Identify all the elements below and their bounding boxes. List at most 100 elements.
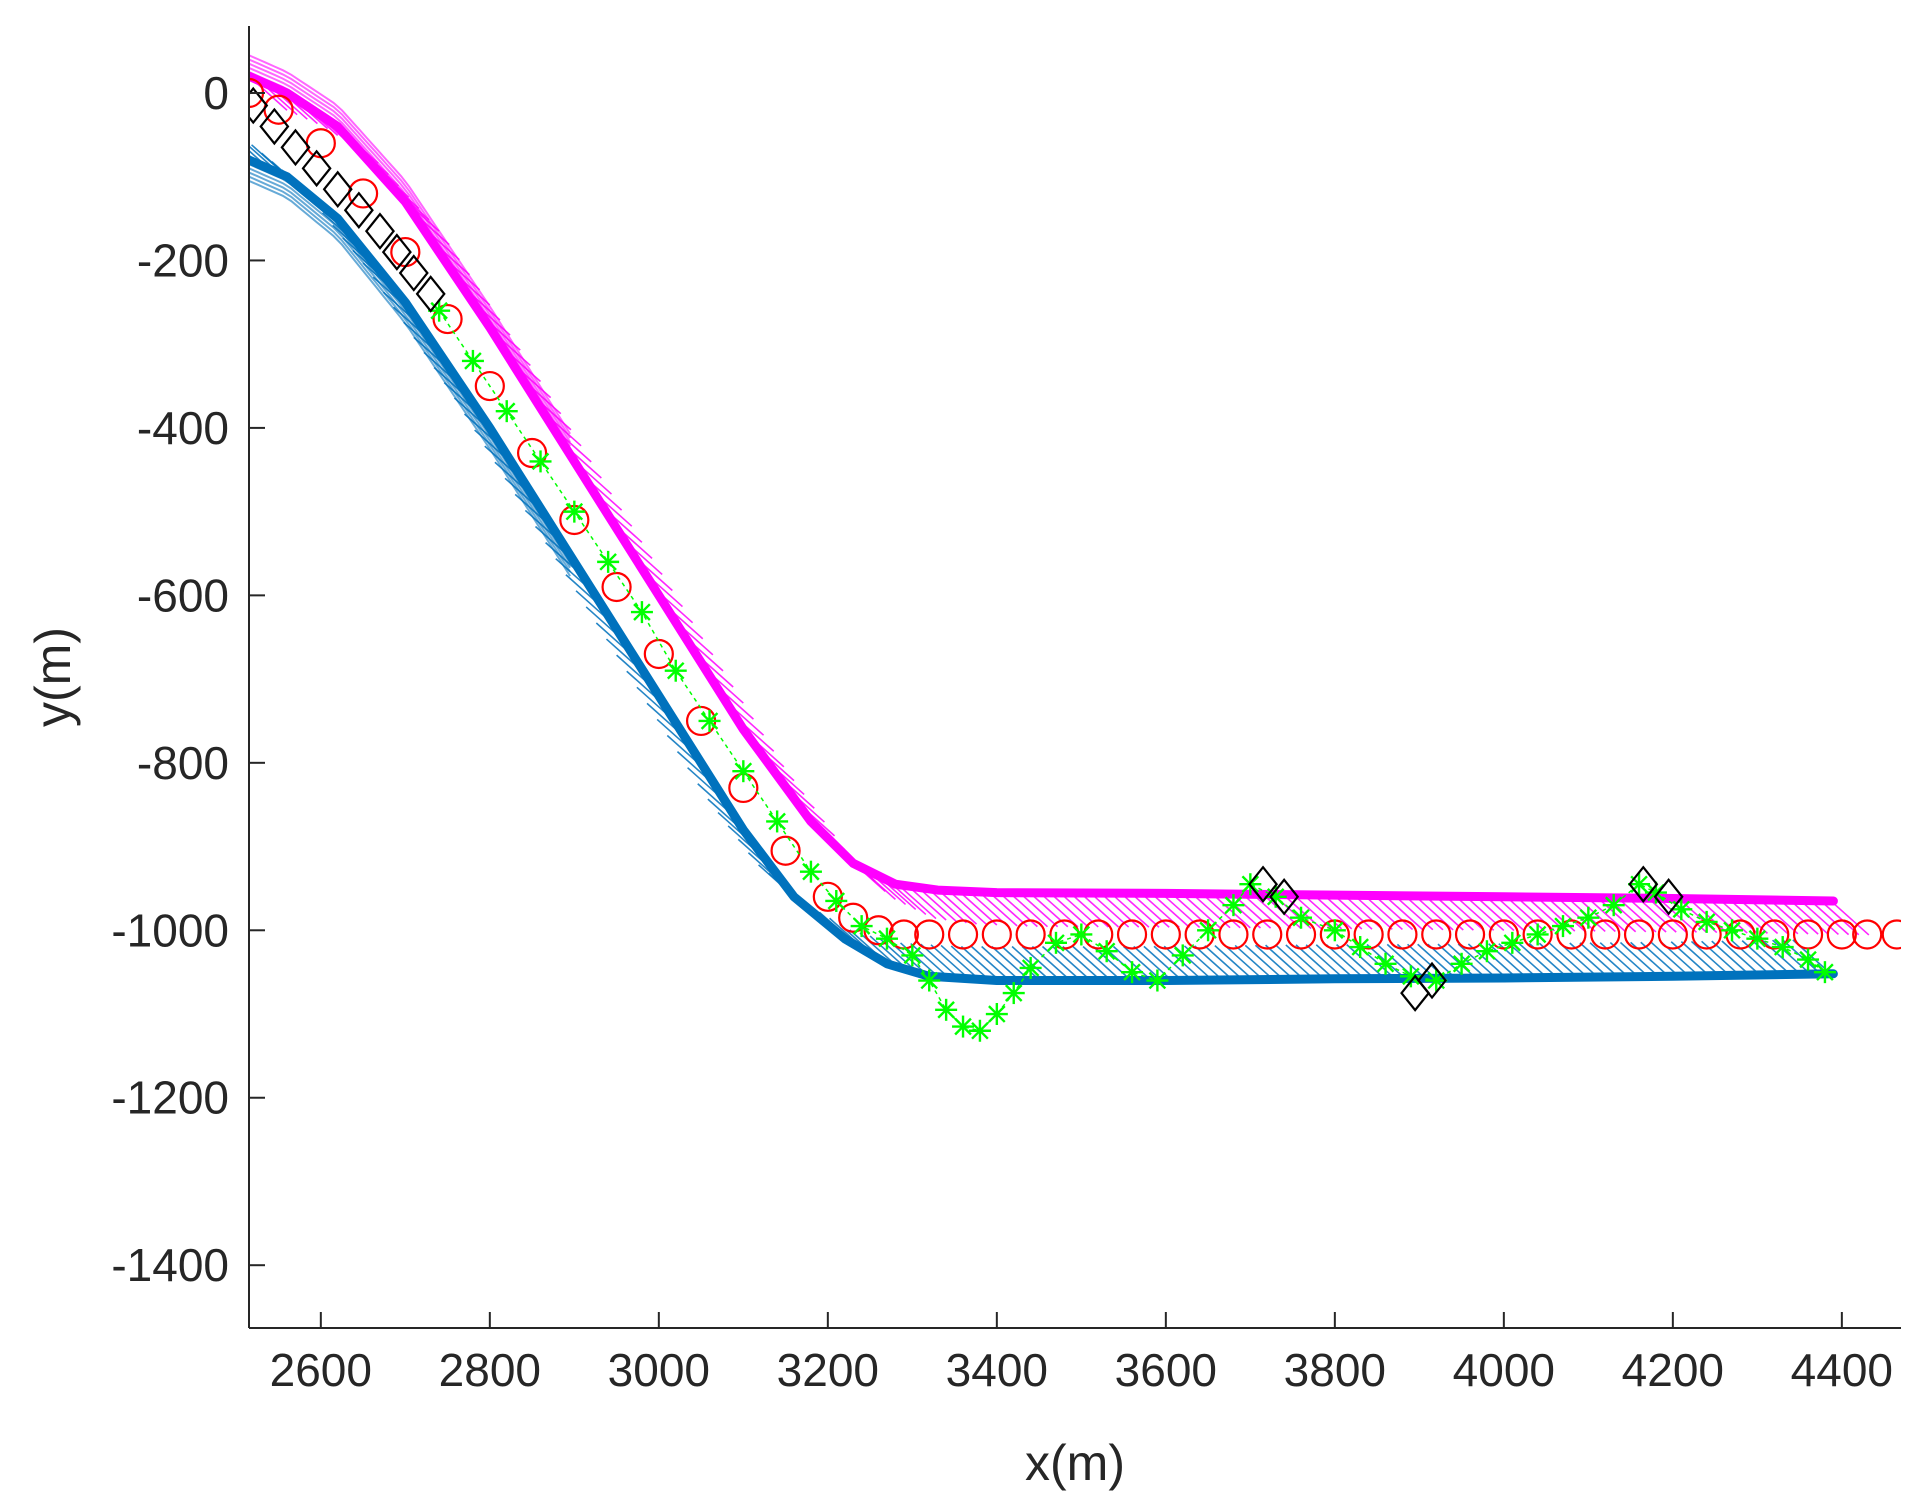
- hatch-stroke: [1721, 940, 1761, 976]
- star-stroke: [1503, 934, 1522, 952]
- hatch-stroke: [1224, 944, 1264, 981]
- star-stroke: [1021, 959, 1040, 977]
- diamond-marker: [1248, 865, 1279, 903]
- diamond-marker: [381, 233, 412, 271]
- star-stroke: [1224, 896, 1243, 914]
- star-stroke: [1697, 913, 1716, 931]
- star-marker: [1222, 894, 1245, 917]
- hatch-stroke: [1275, 944, 1315, 980]
- hatch-stroke: [1143, 945, 1183, 981]
- circle-marker: [1150, 919, 1181, 950]
- hatch-stroke: [1810, 900, 1850, 936]
- star-marker: [698, 709, 721, 732]
- hatch-stroke: [1657, 897, 1698, 933]
- hatch-stroke: [1437, 943, 1477, 979]
- star-marker: [1146, 969, 1169, 992]
- hatch-stroke: [1647, 897, 1687, 933]
- hatch-stroke: [1475, 895, 1515, 932]
- hatch-stroke: [1718, 898, 1758, 934]
- star-marker: [1399, 965, 1422, 988]
- star-marker: [1171, 944, 1194, 967]
- star-marker: [766, 810, 789, 833]
- circle-marker: [770, 835, 801, 866]
- hatch-stroke: [937, 889, 978, 925]
- star-stroke: [1123, 963, 1141, 981]
- star-stroke: [988, 1005, 1006, 1023]
- star-marker: [732, 760, 755, 783]
- diamond-marker: [301, 149, 332, 188]
- hatch-stroke: [1133, 945, 1173, 982]
- hatch-stroke: [1627, 897, 1667, 933]
- star-marker: [1720, 919, 1743, 942]
- star-stroke: [1773, 938, 1792, 956]
- hatch-stroke: [1214, 945, 1254, 981]
- hatch-stroke: [1244, 944, 1284, 980]
- star-stroke: [878, 929, 896, 948]
- star-stroke: [1402, 967, 1420, 986]
- hatch-stroke: [1191, 893, 1231, 929]
- hatch-stroke: [1150, 892, 1191, 928]
- hatch-stroke: [1019, 892, 1059, 928]
- hatch-stroke: [988, 891, 1028, 927]
- hatch-stroke: [1204, 945, 1244, 981]
- star-stroke: [852, 917, 871, 935]
- star-stroke: [1292, 908, 1310, 927]
- star-marker: [461, 349, 484, 372]
- hatch-stroke: [1120, 892, 1160, 928]
- hatch-stroke: [1761, 939, 1801, 975]
- hatch-stroke: [1374, 894, 1414, 931]
- diamond-marker: [1269, 878, 1300, 916]
- star-marker: [630, 601, 653, 624]
- series-4: [249, 86, 1684, 1012]
- y-ticks: 0 -200 -400 -600 -800 -1000 -1200 -1400: [111, 67, 265, 1291]
- hatch-stroke: [1701, 940, 1741, 976]
- star-stroke: [1528, 925, 1547, 944]
- star-stroke: [768, 812, 786, 831]
- hatch-stroke: [1211, 893, 1251, 929]
- star-marker: [935, 998, 958, 1021]
- hatch-stroke: [927, 888, 967, 924]
- star-stroke: [1376, 955, 1395, 973]
- star-marker: [1450, 952, 1473, 975]
- star-marker: [1551, 915, 1574, 938]
- hatch-stroke: [920, 943, 960, 979]
- star-marker: [1374, 952, 1397, 975]
- hatch-stroke: [1749, 899, 1789, 935]
- star-stroke: [633, 603, 651, 621]
- star-stroke: [734, 762, 753, 780]
- fan-curve: [249, 66, 571, 447]
- x-tick-label: 3600: [1115, 1344, 1217, 1396]
- hatch-stroke: [1538, 942, 1578, 978]
- hatch-stroke: [1072, 945, 1112, 982]
- star-stroke: [1579, 908, 1598, 927]
- diamond-marker: [1628, 865, 1659, 903]
- circle-marker: [1590, 919, 1621, 950]
- star-marker: [1425, 969, 1448, 992]
- hatch-stroke: [1434, 895, 1474, 931]
- star-stroke: [1097, 942, 1116, 960]
- circle-marker: [1421, 919, 1452, 950]
- hatch-stroke: [1295, 944, 1335, 980]
- hatch-stroke: [1508, 942, 1548, 979]
- x-tick-label: 2800: [439, 1344, 541, 1396]
- diamond-marker: [259, 107, 290, 146]
- hatch-stroke: [1690, 940, 1730, 977]
- hatch-stroke: [1313, 894, 1353, 930]
- y-tick-label: -1400: [111, 1239, 229, 1291]
- fan-curve: [249, 62, 571, 443]
- hatch-stroke: [1637, 897, 1677, 933]
- star-stroke: [1004, 984, 1023, 1002]
- x-tick-label: 3000: [608, 1344, 710, 1396]
- hatch-stroke: [1049, 892, 1089, 928]
- hatch-stroke: [1739, 898, 1779, 935]
- star-stroke: [430, 301, 448, 320]
- x-tick-label: 2600: [270, 1344, 372, 1396]
- hatch-stroke: [917, 886, 957, 922]
- hatch-stroke: [970, 945, 1011, 982]
- hatch-stroke: [1731, 940, 1771, 976]
- star-stroke: [700, 712, 719, 730]
- hatch-stroke: [907, 885, 947, 921]
- hatch-stroke: [1386, 943, 1426, 979]
- circle-marker: [838, 902, 869, 933]
- star-stroke: [971, 1021, 989, 1040]
